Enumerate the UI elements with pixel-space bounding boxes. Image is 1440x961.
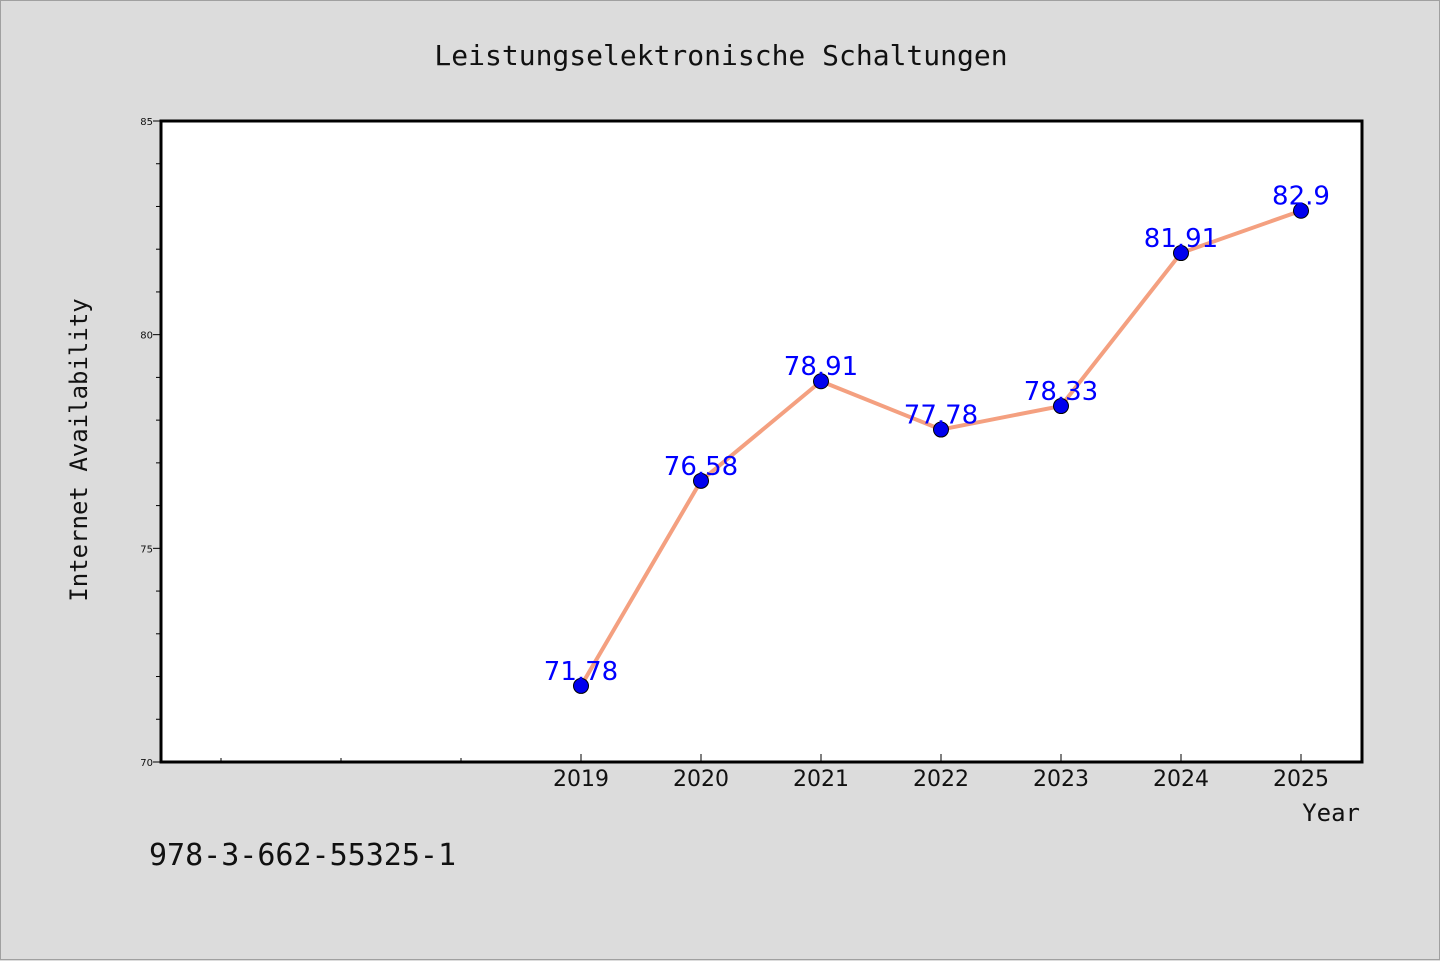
x-tick-label: 2020 — [673, 767, 729, 792]
data-label: 71.78 — [544, 657, 618, 687]
plot-area — [159, 119, 1364, 764]
isbn-footer: 978-3-662-55325-1 — [149, 838, 456, 873]
y-tick-label: 70 — [140, 758, 153, 769]
x-tick-label: 2024 — [1153, 767, 1209, 792]
y-tick-label: 75 — [140, 544, 153, 555]
x-tick-label: 2021 — [793, 767, 849, 792]
x-axis-ticks: 2019 2020 2021 2022 2023 2024 2025 — [220, 754, 1329, 792]
data-point — [1053, 398, 1069, 415]
data-label: 76.58 — [664, 452, 738, 482]
x-tick-label: 2019 — [553, 767, 609, 792]
data-point — [933, 421, 949, 438]
y-axis-ticks: 70 75 80 85 — [140, 117, 161, 769]
series-layer: 71.78 76.58 78.91 77.78 78.33 81.91 82.9 — [544, 182, 1330, 694]
x-tick-label: 2025 — [1273, 767, 1329, 792]
y-tick-label: 80 — [140, 331, 153, 342]
data-point — [573, 677, 589, 694]
data-point — [693, 472, 709, 489]
data-label: 78.91 — [784, 352, 858, 382]
y-tick-label: 85 — [140, 117, 153, 128]
data-label: 82.9 — [1272, 182, 1330, 212]
data-label: 77.78 — [904, 401, 978, 431]
y-axis-label: Internet Availability — [65, 298, 93, 601]
x-tick-label: 2022 — [913, 767, 969, 792]
chart-title: Leistungselektronische Schaltungen — [434, 39, 1007, 72]
x-axis-label: Year — [1302, 799, 1360, 827]
data-point — [813, 373, 829, 390]
x-tick-label: 2023 — [1033, 767, 1089, 792]
data-label: 78.33 — [1024, 377, 1098, 407]
data-label: 81.91 — [1144, 224, 1218, 254]
data-point — [1173, 245, 1189, 262]
data-point — [1293, 202, 1309, 219]
